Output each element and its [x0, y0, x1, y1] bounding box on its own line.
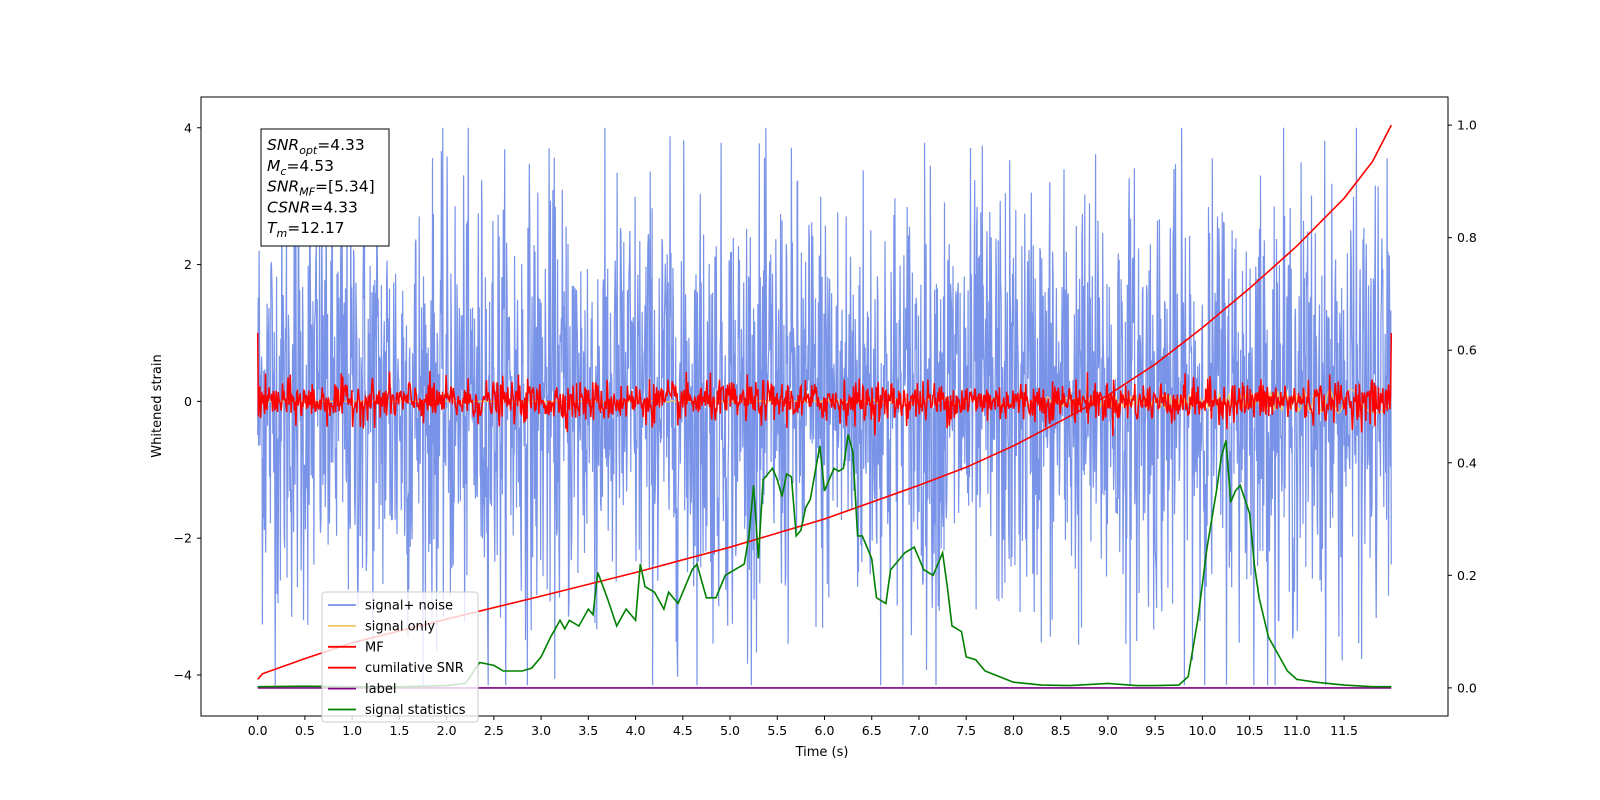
legend-label: signal+ noise: [365, 599, 453, 614]
x-tick-label: 1.5: [389, 723, 409, 738]
x-tick-label: 0.0: [248, 723, 268, 738]
series-signal-statistics-line: [257, 434, 1392, 688]
x-tick-label: 5.0: [720, 723, 740, 738]
x-tick-label: 3.5: [578, 723, 598, 738]
y-axis-left: −4 −2 0 2 4: [174, 120, 201, 682]
x-tick-label: 2.5: [484, 723, 504, 738]
info-subscript: MF: [299, 186, 315, 199]
legend-label: MF: [365, 640, 384, 655]
x-tick-label: 8.0: [1003, 723, 1023, 738]
y2-tick-label: 1.0: [1457, 118, 1477, 133]
info-subscript: m: [276, 227, 287, 240]
info-line: SNRMF=[5.34]: [267, 178, 375, 199]
info-box-frame: [260, 128, 390, 247]
info-symbol: SNR: [267, 136, 299, 154]
x-tick-label: 9.0: [1098, 723, 1118, 738]
info-line: Tm=12.17: [267, 219, 345, 240]
stats-info-box: SNRopt=4.33Mc=4.53SNRMF=[5.34]CSNR=4.33T…: [260, 128, 390, 247]
info-subscript: opt: [299, 144, 318, 157]
y2-tick-label: 0.2: [1457, 568, 1477, 583]
series-signal-noise-line: [257, 127, 1392, 686]
x-tick-label: 9.5: [1145, 723, 1165, 738]
info-subscript: c: [280, 165, 286, 178]
x-tick-label: 4.0: [626, 723, 646, 738]
legend: signal+ noise signal only MF cumilative SNR…: [321, 591, 479, 723]
x-tick-label: 3.0: [531, 723, 551, 738]
y-tick-label: 2: [184, 257, 192, 272]
info-symbol: SNR: [267, 178, 299, 196]
info-symbol: CSNR: [267, 198, 310, 216]
x-tick-label: 5.5: [767, 723, 787, 738]
info-symbol: T: [267, 219, 278, 237]
y2-tick-label: 0.0: [1457, 680, 1477, 695]
legend-label: cumilative SNR: [365, 661, 464, 676]
x-tick-label: 2.0: [437, 723, 457, 738]
y-axis-right: 0.0 0.2 0.4 0.6 0.8 1.0: [1448, 118, 1477, 695]
info-line: Mc=4.53: [267, 157, 334, 178]
info-value: =12.17: [287, 219, 344, 237]
info-symbol: M: [267, 157, 280, 175]
x-tick-label: 11.0: [1283, 723, 1311, 738]
legend-label: signal only: [365, 619, 435, 634]
y2-tick-label: 0.6: [1457, 343, 1477, 358]
y-tick-label: −4: [174, 667, 192, 682]
x-axis-label: Time (s): [795, 745, 849, 760]
y-tick-label: −2: [174, 531, 192, 546]
legend-frame: [321, 591, 479, 723]
x-tick-label: 7.0: [909, 723, 929, 738]
x-tick-label: 11.5: [1330, 723, 1358, 738]
info-value: =4.33: [317, 136, 365, 154]
x-tick-label: 0.5: [295, 723, 315, 738]
info-value: =4.53: [286, 157, 334, 175]
info-value: =[5.34]: [315, 178, 375, 196]
y-axis-label: Whitened strain: [150, 354, 165, 457]
x-tick-label: 6.5: [862, 723, 882, 738]
info-line: SNRopt=4.33: [267, 136, 365, 157]
x-axis: 0.0 0.5 1.0 1.5 2.0 2.5 3.0 3.5 4.0 4.5 5.0 5.5 6.0 6…: [248, 716, 1358, 738]
y2-tick-label: 0.8: [1457, 230, 1477, 245]
y-tick-label: 4: [184, 120, 192, 135]
x-tick-label: 4.5: [673, 723, 693, 738]
x-tick-label: 8.5: [1051, 723, 1071, 738]
x-tick-label: 10.5: [1236, 723, 1264, 738]
info-value: =4.33: [310, 198, 358, 216]
y-tick-label: 0: [184, 394, 192, 409]
legend-label: label: [365, 682, 396, 697]
series-mf-line: [256, 332, 1393, 437]
y2-tick-label: 0.4: [1457, 455, 1477, 470]
x-tick-label: 7.5: [956, 723, 976, 738]
x-tick-label: 1.0: [342, 723, 362, 738]
x-tick-label: 10.0: [1188, 723, 1216, 738]
info-line: CSNR=4.33: [267, 198, 358, 216]
x-tick-label: 6.0: [815, 723, 835, 738]
legend-label: signal statistics: [365, 703, 466, 718]
